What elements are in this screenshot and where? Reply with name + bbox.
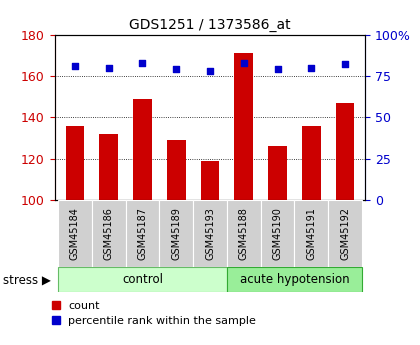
Point: [342, 61, 349, 67]
Text: GSM45186: GSM45186: [104, 207, 114, 260]
Point: [139, 60, 146, 66]
Bar: [302, 126, 320, 200]
Text: acute hypotension: acute hypotension: [240, 273, 349, 286]
Text: control: control: [122, 273, 163, 286]
Point: [173, 67, 180, 72]
Text: GSM45184: GSM45184: [70, 207, 80, 260]
Text: GSM45189: GSM45189: [171, 207, 181, 260]
Bar: [58, 267, 227, 292]
Bar: [133, 99, 152, 200]
Point: [71, 63, 78, 69]
Bar: [227, 267, 362, 292]
Bar: [227, 200, 261, 267]
Bar: [193, 200, 227, 267]
Bar: [92, 200, 126, 267]
Bar: [294, 200, 328, 267]
Bar: [336, 103, 354, 200]
Bar: [261, 200, 294, 267]
Bar: [234, 53, 253, 200]
Text: GSM45191: GSM45191: [306, 207, 316, 260]
Bar: [201, 161, 219, 200]
Title: GDS1251 / 1373586_at: GDS1251 / 1373586_at: [129, 18, 291, 32]
Point: [105, 65, 112, 70]
Point: [240, 60, 247, 66]
Bar: [126, 200, 159, 267]
Bar: [100, 134, 118, 200]
Legend: count, percentile rank within the sample: count, percentile rank within the sample: [52, 301, 256, 326]
Bar: [159, 200, 193, 267]
Text: GSM45190: GSM45190: [273, 207, 283, 260]
Text: GSM45193: GSM45193: [205, 207, 215, 260]
Bar: [58, 200, 92, 267]
Point: [308, 65, 315, 70]
Text: GSM45188: GSM45188: [239, 207, 249, 260]
Text: GSM45192: GSM45192: [340, 207, 350, 260]
Text: GSM45187: GSM45187: [137, 207, 147, 260]
Bar: [66, 126, 84, 200]
Point: [207, 68, 213, 74]
Text: stress ▶: stress ▶: [3, 273, 50, 286]
Point: [274, 67, 281, 72]
Bar: [167, 140, 186, 200]
Bar: [268, 146, 287, 200]
Bar: [328, 200, 362, 267]
